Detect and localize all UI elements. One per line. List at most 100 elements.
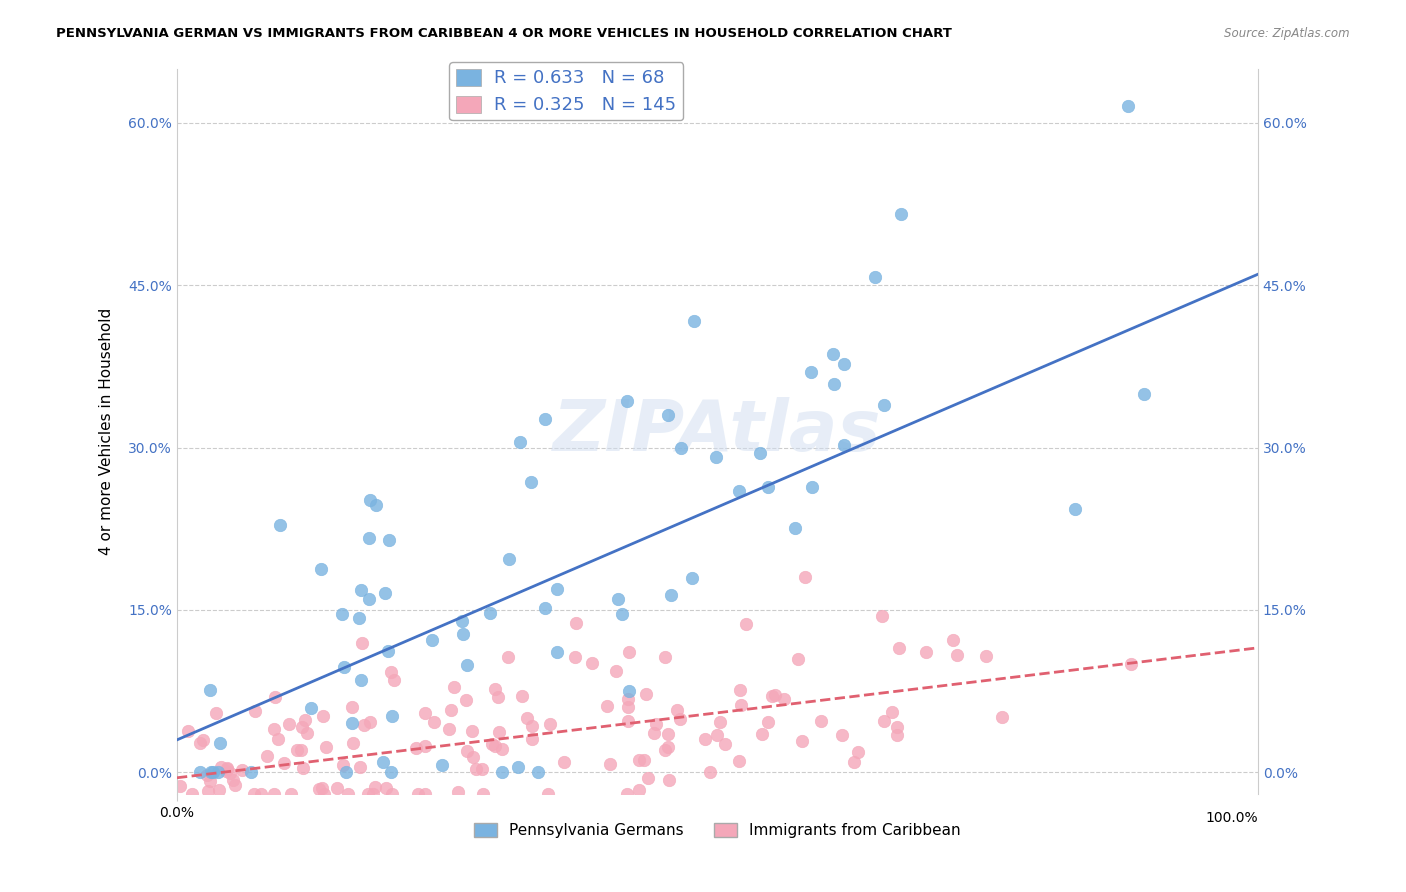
- Point: [335, 765, 357, 780]
- Point: [264, 690, 287, 704]
- Point: [420, 633, 443, 648]
- Point: [800, 365, 823, 379]
- Point: [340, 700, 363, 714]
- Point: [522, 731, 544, 746]
- Point: [990, 710, 1012, 724]
- Point: [312, 709, 335, 723]
- Point: [366, 498, 388, 512]
- Point: [546, 582, 568, 596]
- Point: [330, 607, 353, 621]
- Point: [617, 692, 640, 706]
- Point: [831, 728, 853, 742]
- Point: [1064, 502, 1087, 516]
- Point: [553, 756, 575, 770]
- Point: [292, 761, 315, 775]
- Point: [506, 760, 529, 774]
- Point: [657, 739, 679, 754]
- Point: [654, 649, 676, 664]
- Point: [291, 720, 314, 734]
- Point: [834, 357, 856, 371]
- Point: [209, 760, 232, 774]
- Point: [634, 687, 657, 701]
- Point: [1132, 386, 1154, 401]
- Point: [380, 665, 402, 679]
- Point: [605, 664, 627, 678]
- Point: [405, 740, 427, 755]
- Point: [627, 782, 650, 797]
- Point: [314, 787, 336, 801]
- Legend: Pennsylvania Germans, Immigrants from Caribbean: Pennsylvania Germans, Immigrants from Ca…: [468, 817, 967, 845]
- Point: [205, 706, 228, 721]
- Point: [347, 611, 370, 625]
- Point: [538, 717, 561, 731]
- Point: [491, 742, 513, 756]
- Point: [654, 743, 676, 757]
- Point: [377, 644, 399, 658]
- Point: [219, 766, 242, 780]
- Point: [472, 787, 495, 801]
- Point: [657, 408, 679, 422]
- Point: [756, 480, 779, 494]
- Point: [974, 648, 997, 663]
- Point: [380, 787, 402, 801]
- Point: [208, 736, 231, 750]
- Point: [311, 780, 333, 795]
- Point: [295, 726, 318, 740]
- Point: [727, 483, 749, 498]
- Point: [337, 787, 360, 801]
- Text: Source: ZipAtlas.com: Source: ZipAtlas.com: [1225, 27, 1350, 40]
- Point: [169, 779, 191, 793]
- Point: [456, 657, 478, 672]
- Point: [200, 765, 222, 780]
- Point: [177, 723, 200, 738]
- Point: [666, 703, 689, 717]
- Point: [340, 716, 363, 731]
- Point: [332, 660, 354, 674]
- Point: [263, 723, 285, 737]
- Point: [628, 753, 651, 767]
- Point: [669, 712, 692, 726]
- Point: [537, 787, 560, 801]
- Point: [198, 682, 221, 697]
- Point: [349, 760, 371, 774]
- Point: [491, 765, 513, 780]
- Point: [440, 703, 463, 717]
- Point: [873, 714, 896, 728]
- Point: [484, 739, 506, 754]
- Point: [239, 765, 262, 780]
- Point: [250, 787, 273, 801]
- Point: [616, 699, 638, 714]
- Point: [699, 765, 721, 780]
- Point: [188, 736, 211, 750]
- Point: [709, 715, 731, 730]
- Point: [946, 648, 969, 663]
- Point: [1119, 657, 1142, 671]
- Point: [350, 636, 373, 650]
- Point: [273, 756, 295, 771]
- Point: [181, 787, 204, 801]
- Point: [408, 787, 430, 801]
- Point: [325, 780, 347, 795]
- Point: [447, 785, 470, 799]
- Point: [914, 644, 936, 658]
- Point: [842, 755, 865, 769]
- Point: [599, 757, 621, 772]
- Point: [280, 787, 302, 801]
- Point: [381, 708, 404, 723]
- Point: [375, 781, 398, 796]
- Point: [787, 652, 810, 666]
- Point: [332, 758, 354, 772]
- Point: [486, 690, 509, 705]
- Point: [191, 732, 214, 747]
- Point: [361, 787, 384, 801]
- Point: [834, 438, 856, 452]
- Point: [450, 614, 472, 628]
- Point: [792, 734, 814, 748]
- Point: [644, 717, 666, 731]
- Point: [794, 570, 817, 584]
- Point: [498, 650, 520, 665]
- Point: [285, 743, 308, 757]
- Point: [534, 412, 557, 426]
- Point: [353, 718, 375, 732]
- Point: [350, 673, 373, 687]
